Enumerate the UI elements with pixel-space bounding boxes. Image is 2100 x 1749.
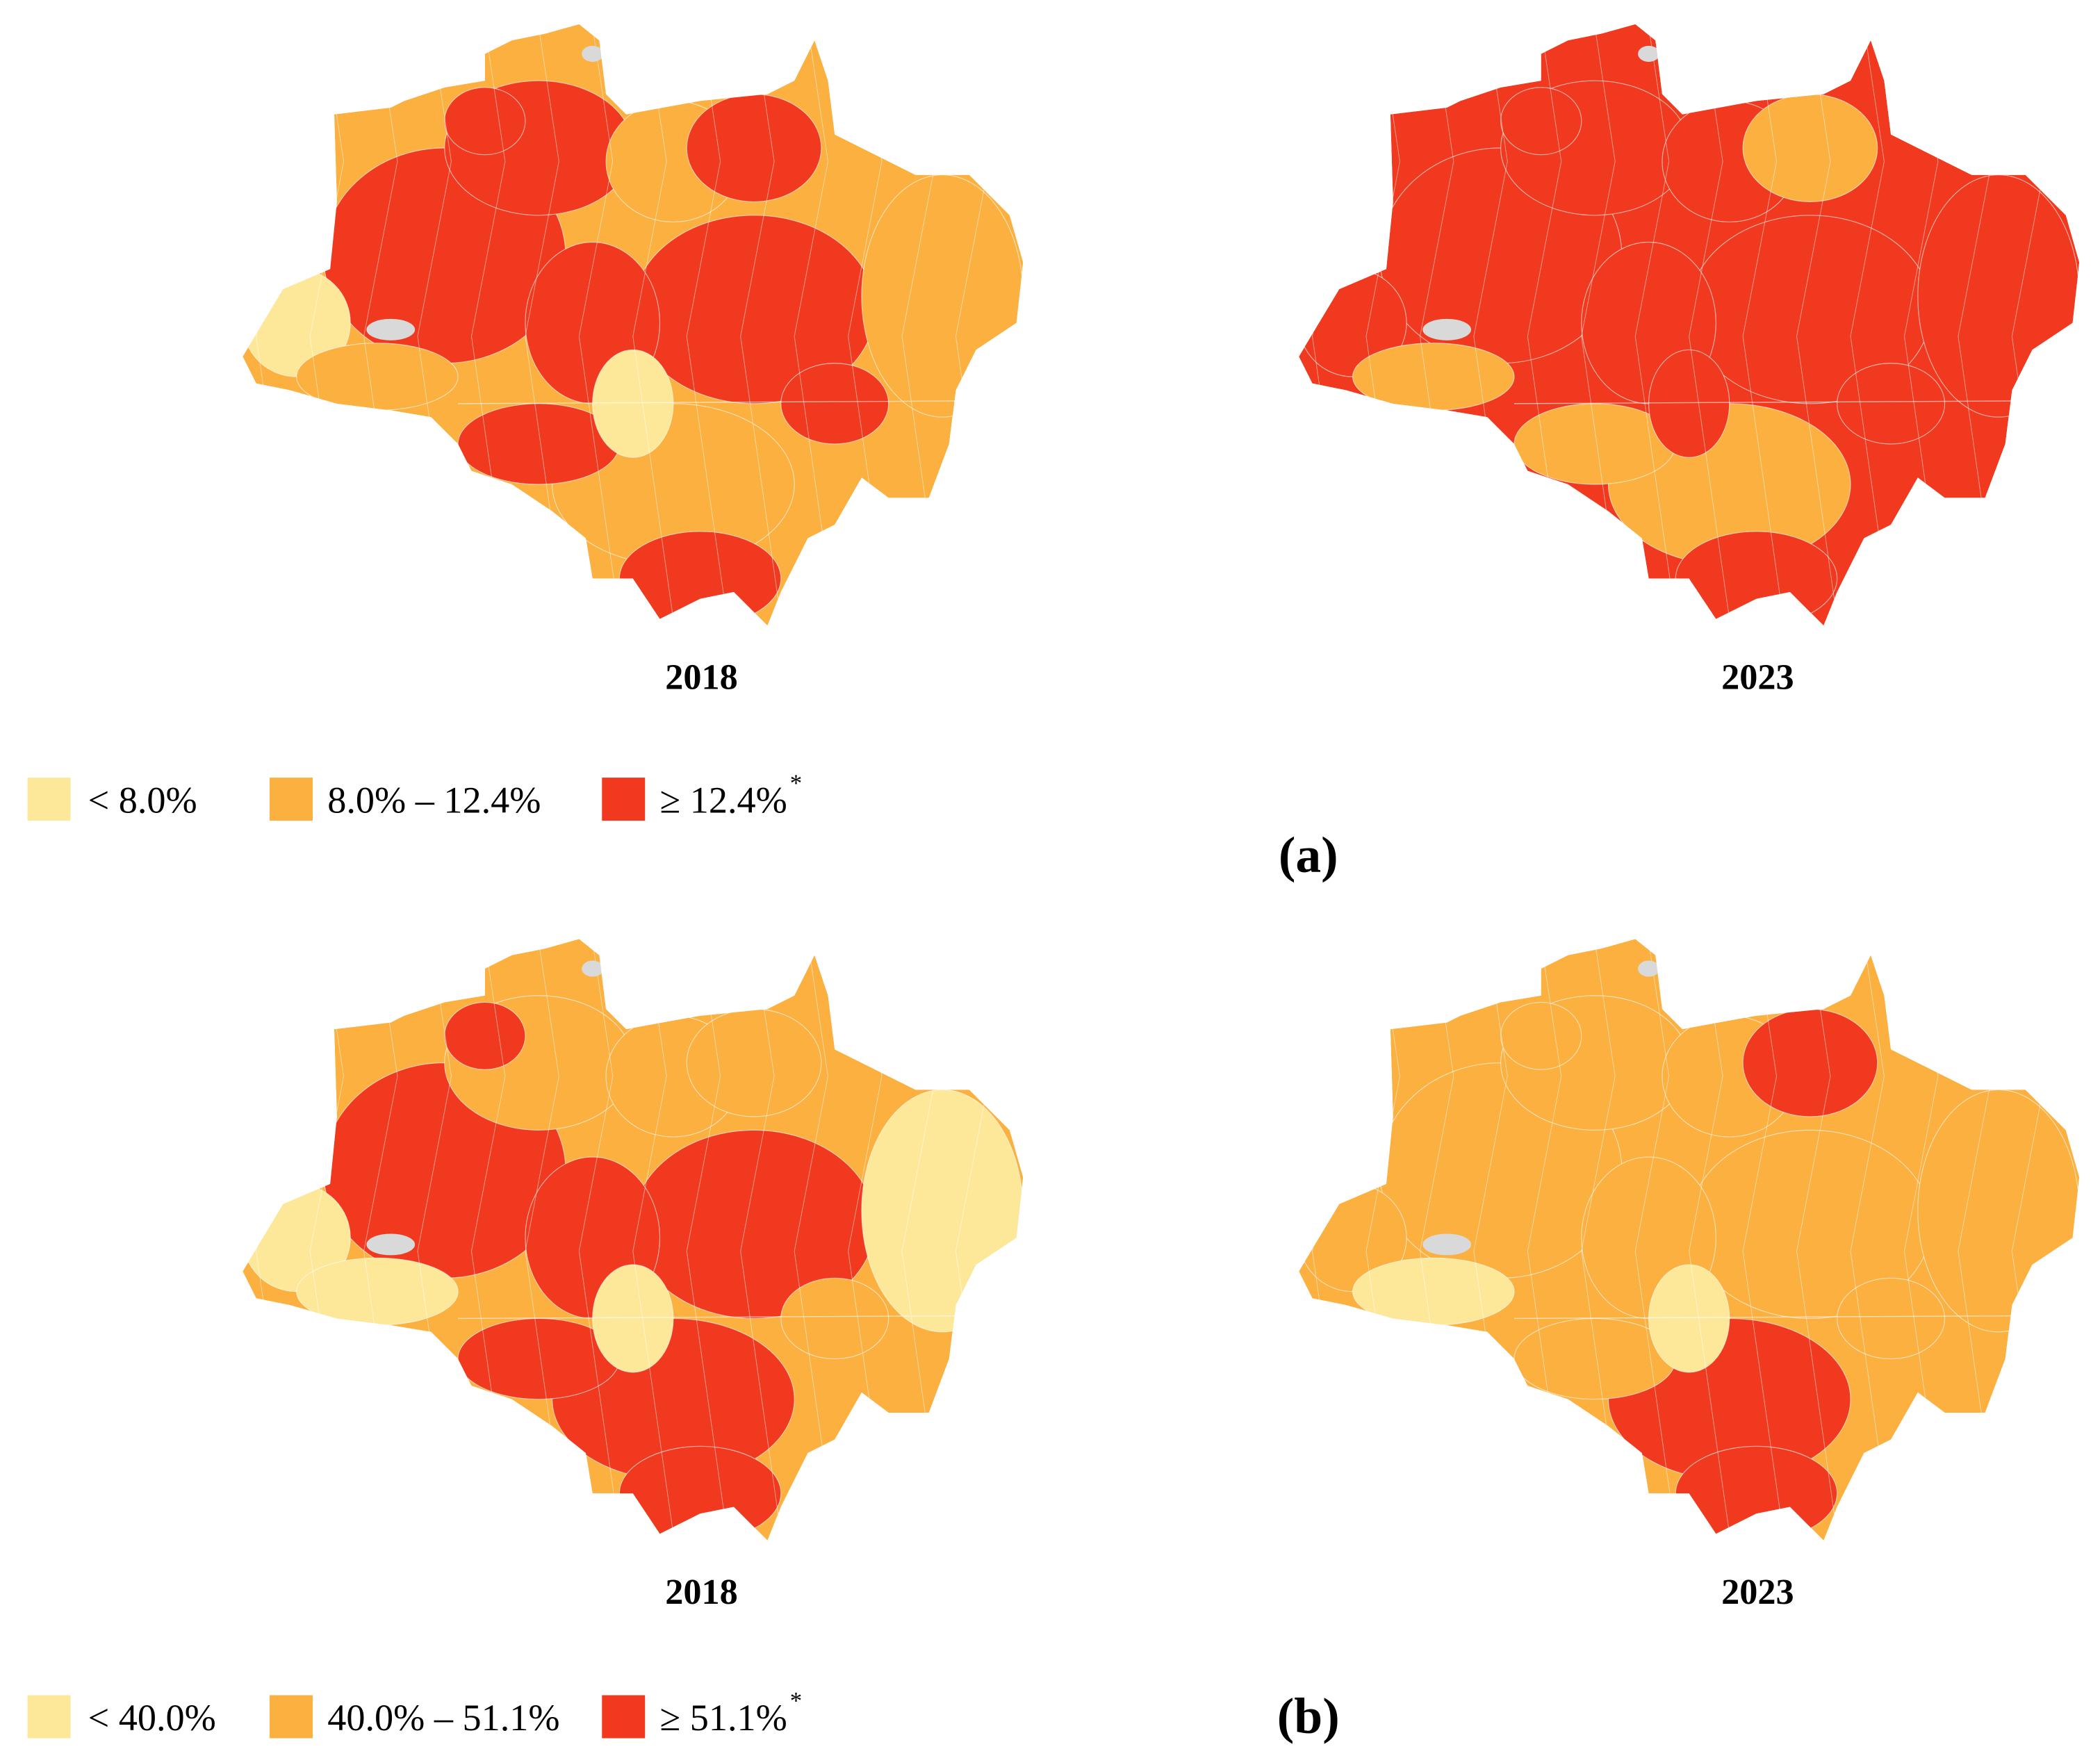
region [861, 174, 1024, 418]
legend-swatch [270, 1695, 313, 1739]
no-data [1638, 45, 1660, 63]
border [470, 942, 513, 1534]
legend-label: ≥ 12.4% [660, 779, 787, 821]
border [794, 26, 835, 619]
panel-label: (b) [1277, 1687, 1340, 1744]
border [1850, 26, 1892, 619]
no-data [366, 318, 416, 340]
border [1850, 942, 1892, 1534]
region [1648, 1264, 1730, 1373]
legend-label: ≥ 51.1% [660, 1697, 787, 1739]
region [1352, 343, 1515, 411]
border [525, 26, 566, 619]
border [470, 26, 513, 619]
border [1527, 26, 1568, 619]
no-data [1422, 1233, 1472, 1256]
legend-swatch [602, 1695, 646, 1739]
region [296, 343, 459, 411]
map-year: 2023 [1721, 657, 1794, 697]
map [1299, 24, 2080, 626]
region [1352, 1257, 1515, 1326]
border [525, 942, 566, 1534]
border [458, 1315, 969, 1320]
region [780, 363, 889, 445]
legend-label: 8.0% – 12.4% [327, 779, 541, 821]
legend-swatch [27, 778, 71, 821]
region [1837, 1277, 1946, 1360]
no-data [1638, 960, 1660, 977]
legend-marker: * [790, 769, 802, 796]
region [296, 1257, 459, 1326]
legend-label: < 40.0% [88, 1697, 216, 1739]
region [1837, 363, 1946, 445]
legend-swatch [270, 778, 313, 821]
no-data [582, 960, 604, 977]
legend-label: < 8.0% [88, 779, 197, 821]
region [618, 1445, 782, 1541]
border [1634, 26, 1676, 619]
map [243, 24, 1024, 626]
region [1648, 349, 1730, 458]
border [1581, 26, 1623, 619]
region [1917, 174, 2080, 418]
map-regions [1299, 939, 2080, 1541]
region [618, 531, 782, 626]
no-data [582, 45, 604, 63]
panel-label: (a) [1279, 826, 1338, 883]
no-data [366, 1233, 416, 1256]
legend-label: 40.0% – 51.1% [327, 1697, 559, 1739]
region [861, 1089, 1024, 1333]
map [1299, 939, 2080, 1541]
map-year: 2018 [665, 1572, 738, 1612]
region [1675, 1445, 1838, 1541]
border [1527, 942, 1568, 1534]
region [1500, 87, 1582, 156]
region [444, 87, 526, 156]
region [1675, 531, 1838, 626]
border [1514, 1315, 2026, 1320]
map-regions [1299, 24, 2080, 626]
region [1917, 1089, 2080, 1333]
map-year: 2018 [665, 657, 738, 697]
no-data [1422, 318, 1472, 340]
legend-swatch [27, 1695, 71, 1739]
legend-marker: * [790, 1687, 802, 1714]
region [780, 1277, 889, 1360]
map [243, 939, 1024, 1541]
region [592, 1264, 674, 1373]
border [1634, 942, 1676, 1534]
border [578, 26, 620, 619]
border [794, 942, 835, 1534]
map-year: 2023 [1721, 1572, 1794, 1612]
legend-swatch [602, 778, 646, 821]
region [686, 93, 822, 203]
border [1514, 400, 2026, 404]
border [458, 400, 969, 404]
region [1742, 1008, 1878, 1117]
map-regions [243, 24, 1024, 626]
region [444, 1001, 526, 1070]
region [1742, 93, 1878, 203]
region [592, 349, 674, 458]
map-regions [243, 939, 1024, 1541]
border [1581, 942, 1623, 1534]
region [686, 1008, 822, 1117]
region [1500, 1001, 1582, 1070]
border [578, 942, 620, 1534]
